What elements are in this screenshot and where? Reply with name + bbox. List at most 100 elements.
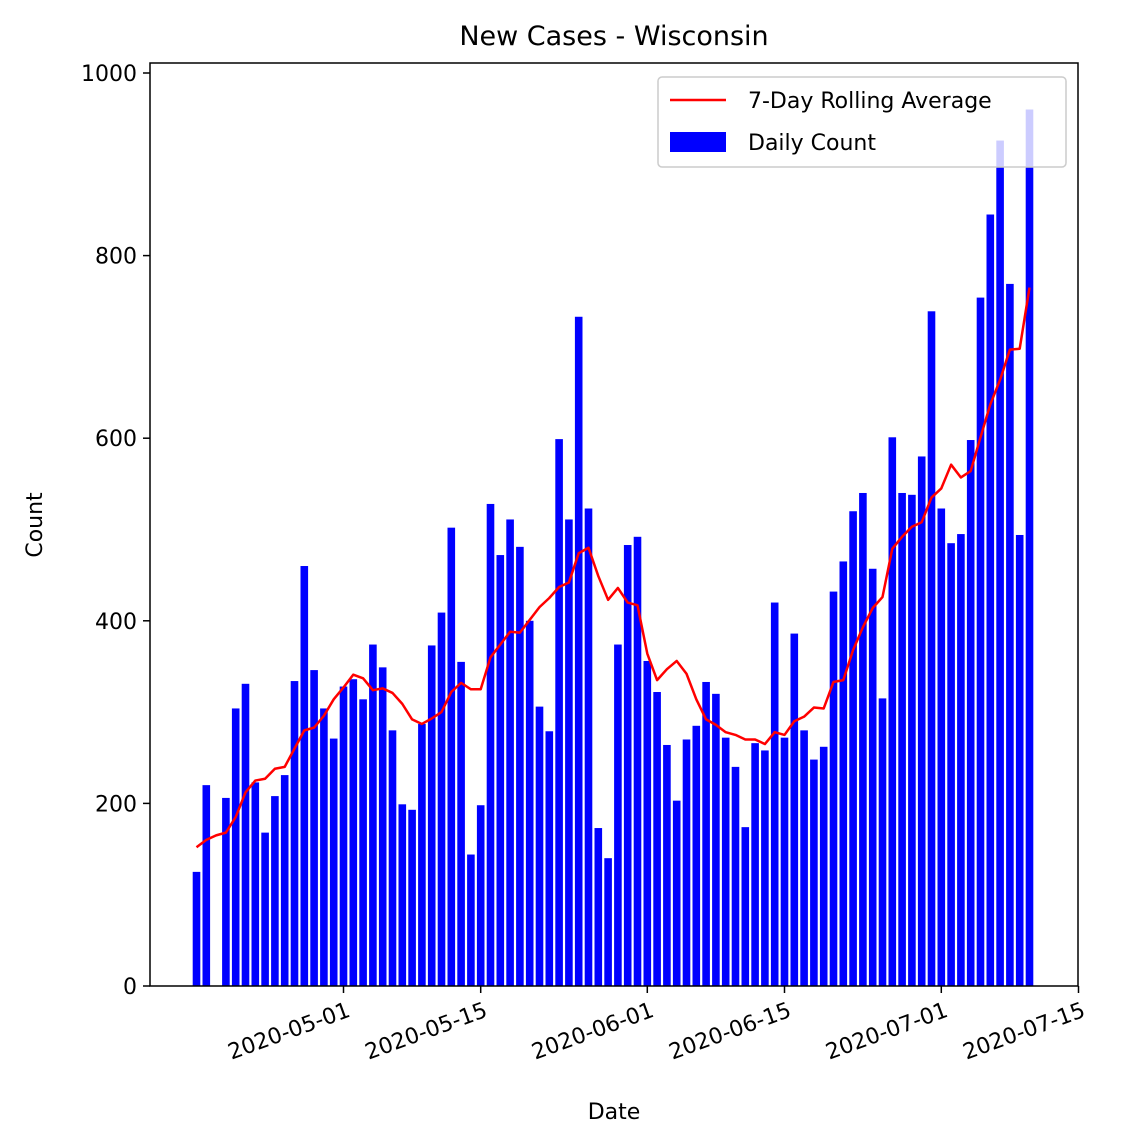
bar bbox=[496, 555, 505, 986]
bar bbox=[702, 681, 710, 986]
legend-label-daily-count: Daily Count bbox=[748, 131, 876, 156]
bar bbox=[849, 511, 857, 986]
bar bbox=[418, 723, 426, 986]
bar bbox=[467, 854, 475, 986]
bar bbox=[751, 743, 759, 986]
bar bbox=[574, 316, 583, 986]
bar bbox=[427, 645, 436, 986]
plot-frame bbox=[149, 62, 1079, 987]
bar bbox=[741, 827, 750, 986]
bar bbox=[966, 440, 975, 986]
bar bbox=[300, 566, 309, 986]
bar bbox=[888, 437, 897, 986]
bar bbox=[506, 519, 514, 986]
bar bbox=[1015, 534, 1024, 986]
bar bbox=[623, 545, 632, 986]
bar bbox=[369, 644, 377, 986]
bar bbox=[241, 683, 250, 986]
bar bbox=[672, 800, 681, 986]
y-axis: 0 200 400 600 800 1000 bbox=[81, 62, 150, 1000]
x-tick-label: 2020-05-15 bbox=[362, 998, 491, 1065]
legend-label-rolling-average: 7-Day Rolling Average bbox=[748, 89, 992, 114]
bar bbox=[251, 782, 260, 986]
bars-group bbox=[192, 109, 1034, 987]
bar bbox=[231, 708, 240, 986]
x-tick-label: 2020-05-01 bbox=[225, 998, 354, 1065]
bar bbox=[545, 731, 554, 986]
bar bbox=[310, 670, 318, 986]
bar bbox=[917, 456, 926, 987]
bar bbox=[516, 546, 524, 986]
bar bbox=[555, 439, 563, 986]
bar bbox=[927, 311, 936, 986]
bar bbox=[721, 737, 730, 986]
x-axis: 2020-05-01 2020-05-15 2020-06-01 2020-06-15… bbox=[225, 986, 1089, 1065]
bar bbox=[535, 706, 544, 986]
bar bbox=[868, 568, 877, 986]
bar bbox=[604, 858, 612, 986]
bar bbox=[614, 644, 622, 986]
bar bbox=[349, 679, 358, 986]
y-tick-label: 200 bbox=[95, 792, 137, 817]
bar bbox=[584, 508, 593, 986]
bar bbox=[947, 543, 955, 986]
bar bbox=[437, 612, 446, 986]
legend: 7-Day Rolling Average Daily Count bbox=[657, 76, 1067, 168]
bar bbox=[790, 633, 799, 986]
line-layer bbox=[195, 287, 1031, 849]
bar bbox=[761, 750, 769, 986]
x-tick-label: 2020-07-01 bbox=[823, 998, 952, 1065]
bar bbox=[290, 681, 299, 986]
bar bbox=[320, 708, 328, 986]
bar bbox=[839, 561, 848, 986]
bar bbox=[565, 519, 573, 986]
bar bbox=[359, 699, 367, 986]
bar bbox=[222, 797, 230, 986]
bar bbox=[525, 620, 534, 986]
bar bbox=[682, 739, 691, 986]
bar bbox=[398, 804, 407, 986]
bar bbox=[486, 503, 495, 986]
bar bbox=[663, 744, 671, 986]
y-tick-label: 1000 bbox=[81, 62, 137, 87]
bar bbox=[800, 730, 808, 986]
legend-box bbox=[657, 76, 1067, 168]
x-tick-label: 2020-06-01 bbox=[529, 998, 658, 1065]
bar bbox=[937, 508, 946, 986]
bar bbox=[1025, 109, 1034, 986]
bar bbox=[594, 828, 603, 986]
bar bbox=[986, 214, 995, 986]
bar bbox=[643, 660, 652, 986]
bar bbox=[192, 871, 201, 987]
bar bbox=[261, 832, 269, 986]
bar bbox=[1006, 283, 1014, 986]
y-tick-label: 600 bbox=[95, 427, 137, 452]
bar bbox=[692, 725, 701, 986]
bar bbox=[908, 494, 916, 986]
y-tick-label: 800 bbox=[95, 245, 137, 270]
bar bbox=[378, 667, 387, 986]
bar bbox=[271, 796, 279, 986]
y-tick-label: 0 bbox=[123, 975, 137, 1000]
bar bbox=[810, 759, 818, 986]
chart-title: New Cases - Wisconsin bbox=[459, 21, 768, 52]
bar bbox=[329, 738, 338, 986]
bar bbox=[996, 140, 1004, 986]
y-tick-label: 400 bbox=[95, 610, 137, 635]
bar bbox=[633, 536, 642, 986]
bar bbox=[457, 661, 465, 986]
bar bbox=[770, 602, 779, 986]
bar bbox=[476, 805, 485, 986]
rolling-average-line bbox=[195, 287, 1031, 849]
bar bbox=[957, 534, 965, 986]
bar bbox=[408, 809, 416, 986]
bar bbox=[976, 297, 985, 987]
bar bbox=[819, 746, 828, 986]
bar bbox=[829, 591, 838, 986]
bar bbox=[280, 775, 289, 986]
y-axis-label: Count bbox=[23, 492, 48, 558]
bar bbox=[859, 492, 867, 986]
bar bbox=[898, 492, 906, 986]
bar bbox=[447, 527, 456, 986]
